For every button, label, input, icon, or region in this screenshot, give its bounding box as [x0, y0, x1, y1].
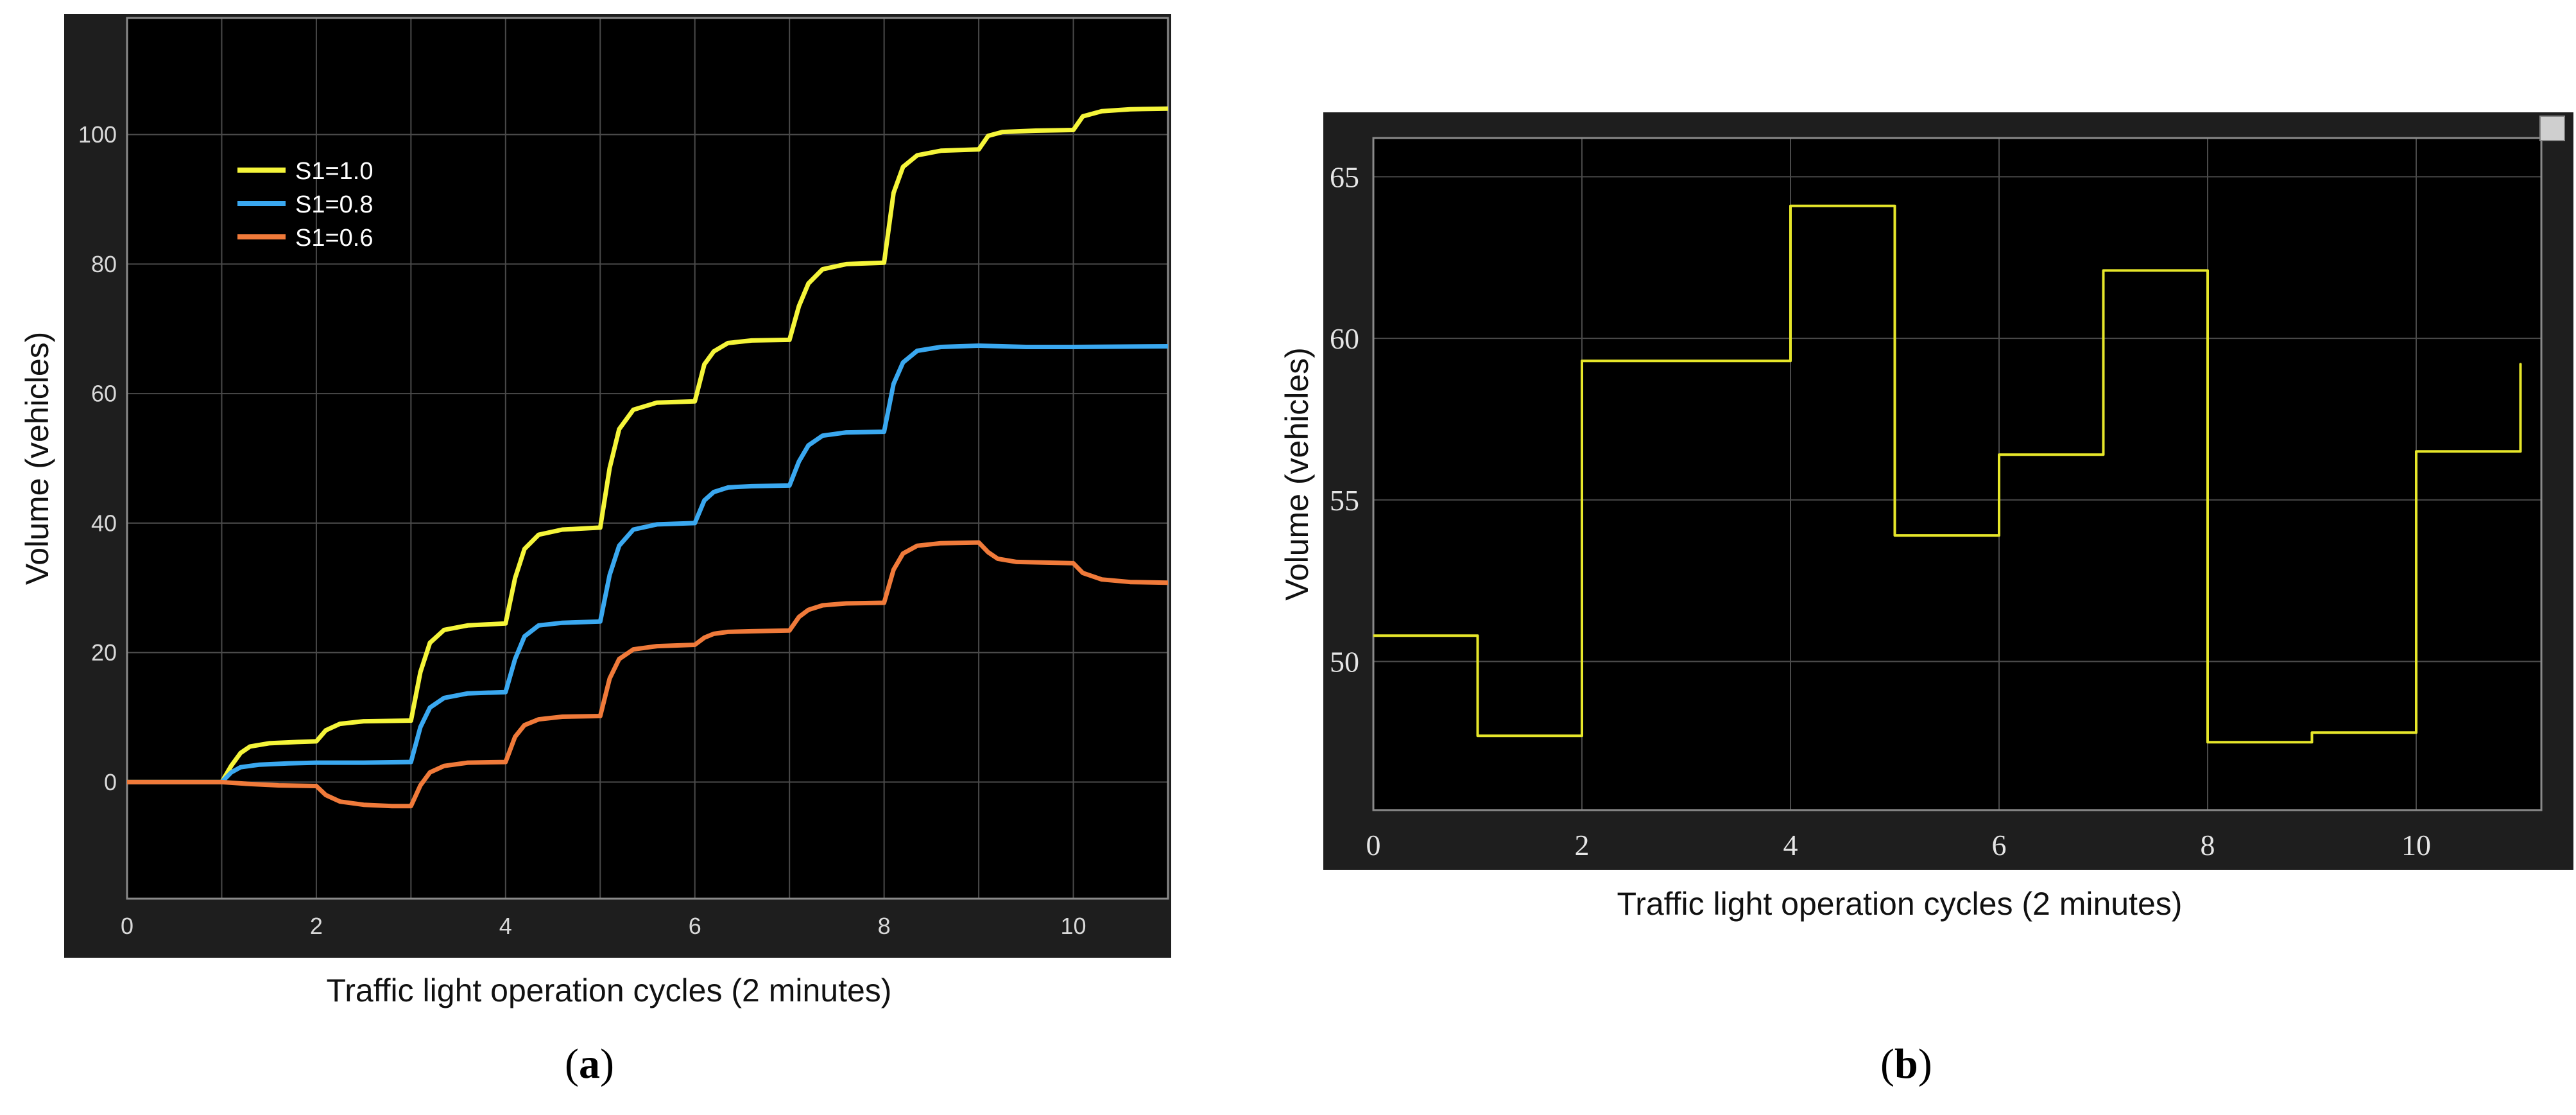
chart-a-x-tick-label: 2 — [310, 913, 323, 939]
chart-a-x-tick-label: 6 — [689, 913, 701, 939]
chart-b-x-axis-title: Traffic light operation cycles (2 minute… — [1617, 886, 2183, 922]
chart-a-x-axis-title: Traffic light operation cycles (2 minute… — [327, 972, 892, 1008]
chart-b-plot-border — [1372, 137, 2543, 811]
chart-b-x-tick-label: 10 — [2401, 829, 2431, 861]
chart-b-caption-letter: b — [1894, 1041, 1918, 1087]
chart-a-legend-label: S1=1.0 — [295, 158, 374, 185]
chart-b-x-tick-label: 6 — [1992, 829, 2007, 861]
chart-b-x-tick-label: 8 — [2201, 829, 2215, 861]
chart-b-x-tick-label: 4 — [1783, 829, 1798, 861]
chart-b-caption: (b) — [1880, 1041, 1932, 1087]
chart-a-caption: (a) — [565, 1041, 614, 1087]
chart-a-x-tick-label: 8 — [878, 913, 891, 939]
chart-b-y-tick-label: 65 — [1330, 161, 1359, 194]
chart-a-panel: 0 2 4 6 8 10 0 20 40 60 80 100 Traffic light operati… — [0, 0, 1194, 1115]
chart-b-x-tick-label: 2 — [1575, 829, 1590, 861]
chart-a-y-axis-title: Volume (vehicles) — [19, 332, 55, 585]
chart-a-legend-label: S1=0.8 — [295, 191, 374, 218]
chart-b-y-tick-label: 55 — [1330, 484, 1359, 517]
chart-a-caption-letter: a — [578, 1041, 600, 1087]
chart-a-x-tick-label: 4 — [499, 913, 512, 939]
chart-a-plot-area — [127, 18, 1168, 899]
chart-a-y-tick-label: 60 — [91, 381, 117, 407]
chart-a-plot-border — [126, 17, 1169, 900]
chart-a-series-line-s1-1-0 — [127, 106, 1168, 784]
chart-a-series-line-s1-0-6 — [127, 540, 1168, 809]
chart-a-y-tick-label: 40 — [91, 510, 117, 536]
chart-b-panel: 0 2 4 6 8 10 50 55 60 65 Traffic light operation c… — [1279, 0, 2576, 1115]
chart-a-y-tick-label: 0 — [104, 769, 117, 795]
chart-a-y-tick-label: 80 — [91, 251, 117, 277]
chart-a-grid — [127, 18, 1168, 899]
chart-a-series-line-s1-0-8 — [127, 343, 1168, 784]
chart-b-y-axis-title: Volume (vehicles) — [1279, 347, 1315, 601]
expand-button[interactable] — [2539, 116, 2565, 141]
chart-a-legend-label: S1=0.6 — [295, 225, 374, 252]
chart-a-x-tick-label: 0 — [121, 913, 133, 939]
chart-a-x-tick-label: 10 — [1061, 913, 1086, 939]
chart-b-plot-area — [1373, 138, 2541, 810]
chart-b-series-line-1 — [1373, 204, 2522, 744]
chart-a-y-tick-label: 100 — [78, 121, 117, 148]
chart-b-x-tick-label: 0 — [1366, 829, 1381, 861]
chart-b-y-tick-label: 60 — [1330, 322, 1359, 355]
chart-a-y-tick-label: 20 — [91, 639, 117, 666]
chart-b: 0 2 4 6 8 10 50 55 60 65 Traffic light operation c… — [1279, 112, 2573, 922]
chart-b-y-tick-label: 50 — [1330, 646, 1359, 679]
